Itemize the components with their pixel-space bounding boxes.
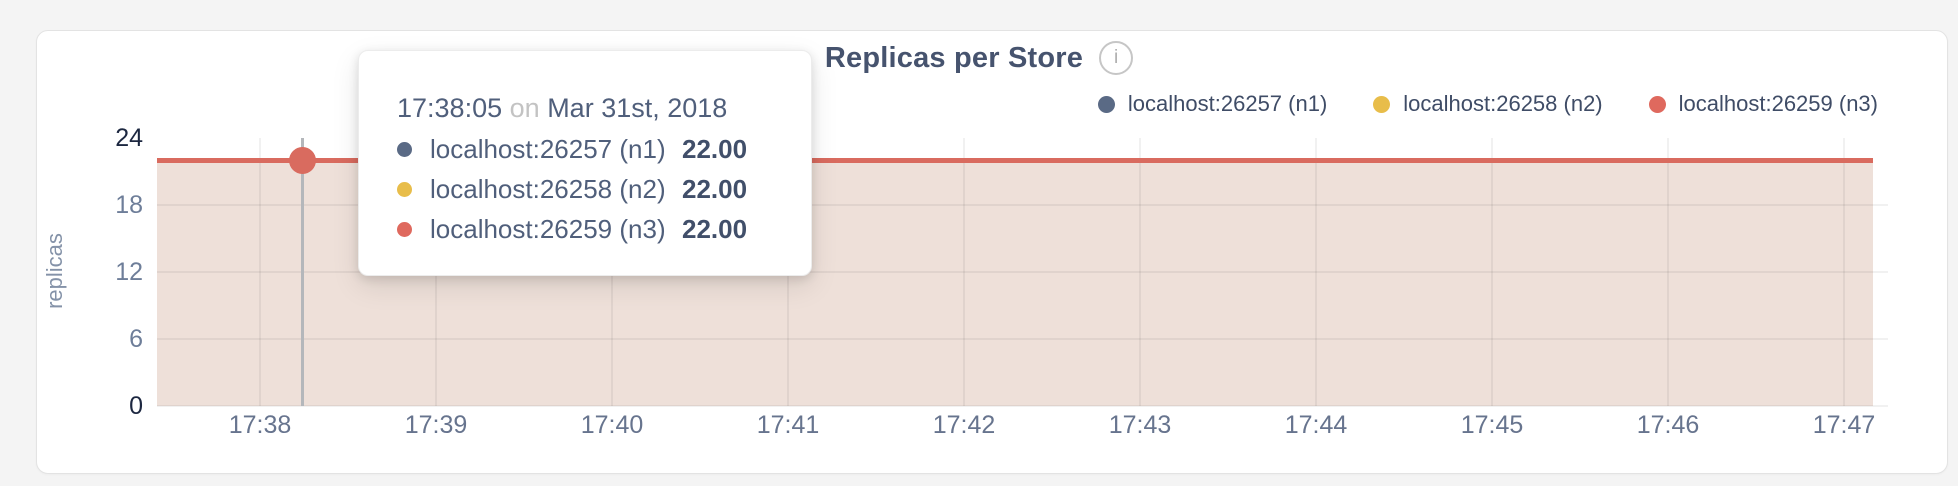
legend-series-dot [1373,95,1391,113]
tooltip-connector: on [509,93,540,123]
tooltip-series-dot [397,181,412,197]
x-gridline [259,138,261,406]
x-tick-label: 17:47 [1812,411,1876,439]
y-tick-label: 18 [115,191,143,219]
legend-item[interactable]: localhost:26258 (n2) [1373,91,1603,117]
y-gridline [157,405,1888,407]
y-tick-label: 6 [129,325,143,353]
y-tick-label: 12 [115,258,143,286]
x-tick-label: 17:40 [580,411,644,439]
y-gridline [157,204,1888,206]
chart-header: Replicas per Store i [0,40,1958,76]
x-gridline [963,138,965,406]
tooltip-series-value: 22.00 [682,133,748,164]
y-gridline [157,338,1888,340]
legend-series-dot [1648,95,1666,113]
x-tick-label: 17:44 [1284,411,1348,439]
tooltip-rows: localhost:26257 (n1) 22.00 localhost:26258… [397,129,781,249]
chart-title: Replicas per Store [824,41,1084,74]
hover-point-marker [288,146,316,174]
chart-tooltip: 17:38:05 on Mar 31st, 2018 localhost:262… [358,50,812,276]
tooltip-header: 17:38:05 on Mar 31st, 2018 [397,91,781,125]
legend-series-label: localhost:26258 (n2) [1403,91,1603,116]
x-gridline [1843,138,1845,406]
legend-item[interactable]: localhost:26257 (n1) [1097,91,1328,117]
tooltip-series-row: localhost:26258 (n2) 22.00 [397,169,781,209]
legend-series-dot [1097,95,1115,113]
tooltip-series-value: 22.00 [682,213,748,244]
x-gridline [1667,138,1669,406]
tooltip-series-row: localhost:26259 (n3) 22.00 [397,209,781,249]
series-line [157,157,1873,163]
x-tick-label: 17:38 [228,411,292,439]
x-tick-label: 17:45 [1460,411,1524,439]
tooltip-date: Mar 31st, 2018 [547,93,728,123]
x-tick-label: 17:41 [756,411,820,439]
tooltip-series-label: localhost:26257 (n1) [430,133,666,164]
tooltip-time: 17:38:05 [397,93,503,123]
x-tick-label: 17:46 [1636,411,1700,439]
x-gridline [1139,138,1141,406]
x-tick-label: 17:43 [1108,411,1172,439]
x-tick-label: 17:39 [404,411,468,439]
tooltip-series-row: localhost:26257 (n1) 22.00 [397,129,781,169]
x-gridline [1491,138,1493,406]
legend-item[interactable]: localhost:26259 (n3) [1648,91,1878,117]
tooltip-series-value: 22.00 [682,173,748,204]
tooltip-series-dot [397,141,412,157]
info-icon[interactable]: i [1099,41,1134,75]
tooltip-series-label: localhost:26258 (n2) [430,173,666,204]
y-tick-label: 24 [115,124,143,152]
chart-legend: localhost:26257 (n1) localhost:26258 (n2)… [1097,91,1878,117]
hover-guideline [301,138,304,406]
tooltip-series-label: localhost:26259 (n3) [430,213,666,244]
y-tick-label: 0 [129,392,143,420]
tooltip-series-dot [397,221,412,237]
y-gridline [157,271,1888,273]
x-gridline [1315,138,1317,406]
legend-series-label: localhost:26257 (n1) [1127,91,1328,116]
x-tick-label: 17:42 [932,411,996,439]
legend-series-label: localhost:26259 (n3) [1678,91,1878,116]
